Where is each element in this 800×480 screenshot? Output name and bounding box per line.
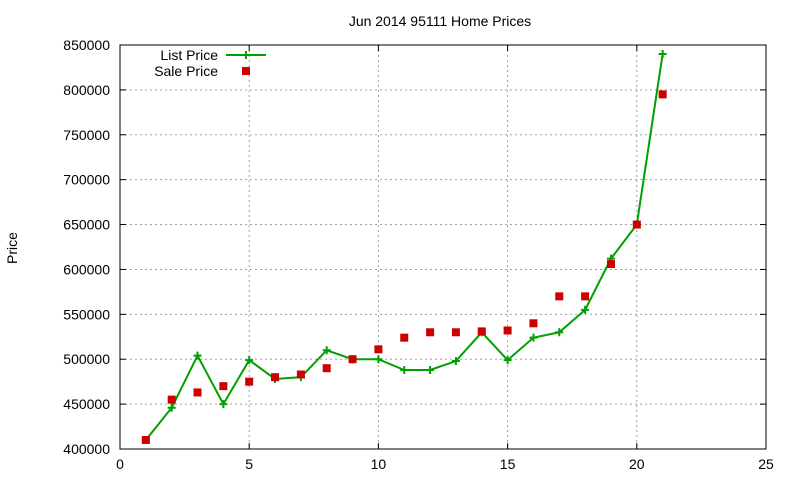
list-price-point xyxy=(529,333,538,342)
sale-price-point xyxy=(141,436,150,445)
y-tick-label: 600000 xyxy=(63,261,110,277)
sale-price-point xyxy=(348,355,357,364)
sale-price-point xyxy=(451,328,460,337)
sale-price-point xyxy=(503,326,512,335)
y-tick-label: 650000 xyxy=(63,217,110,233)
y-axis-label: Price xyxy=(4,232,20,264)
legend-cross-marker xyxy=(242,51,250,59)
legend-square-marker xyxy=(242,67,250,75)
x-tick-label: 25 xyxy=(758,456,774,472)
sale-price-point xyxy=(245,377,254,386)
sale-price-point xyxy=(167,395,176,404)
list-price-point xyxy=(555,328,564,337)
x-axis: 0 5 10 15 20 25 xyxy=(116,45,774,472)
list-price-point xyxy=(219,400,228,409)
sale-price-point xyxy=(477,327,486,336)
sale-price-point xyxy=(658,90,667,99)
y-tick-label: 700000 xyxy=(63,172,110,188)
list-price-point xyxy=(167,403,176,412)
y-tick-label: 850000 xyxy=(63,37,110,53)
list-price-point xyxy=(426,365,435,374)
sale-price-point xyxy=(632,220,641,229)
sale-price-point xyxy=(555,292,564,301)
y-tick-label: 450000 xyxy=(63,396,110,412)
list-price-point xyxy=(374,355,383,364)
sale-price-point xyxy=(426,328,435,337)
chart-title: Jun 2014 95111 Home Prices xyxy=(349,13,531,29)
list-price-point xyxy=(245,356,254,365)
list-price-point xyxy=(193,351,202,360)
sale-price-point xyxy=(374,345,383,354)
y-tick-label: 500000 xyxy=(63,351,110,367)
x-tick-label: 0 xyxy=(116,456,124,472)
x-tick-label: 10 xyxy=(371,456,387,472)
y-tick-label: 800000 xyxy=(63,82,110,98)
sale-price-point xyxy=(400,333,409,342)
legend-label: List Price xyxy=(160,47,218,63)
x-tick-label: 15 xyxy=(500,456,516,472)
list-price-point xyxy=(322,346,331,355)
list-price-point xyxy=(503,356,512,365)
sale-price-point xyxy=(271,373,280,382)
x-tick-label: 5 xyxy=(245,456,253,472)
y-tick-label: 750000 xyxy=(63,127,110,143)
legend-label: Sale Price xyxy=(154,63,218,79)
series-sale-price xyxy=(141,90,667,445)
sale-price-point xyxy=(581,292,590,301)
sale-price-point xyxy=(322,364,331,373)
list-price-line xyxy=(145,53,664,441)
sale-price-point xyxy=(606,260,615,269)
y-axis: 400000 450000 500000 550000 600000 650000 7000… xyxy=(63,37,766,457)
series-layer xyxy=(141,49,667,445)
sale-price-point xyxy=(296,370,305,379)
y-tick-label: 400000 xyxy=(63,441,110,457)
sale-price-point xyxy=(529,319,538,328)
plot-frame xyxy=(119,44,767,450)
x-tick-label: 20 xyxy=(629,456,645,472)
list-price-point xyxy=(658,49,667,58)
list-price-point xyxy=(451,357,460,366)
sale-price-point xyxy=(193,388,202,397)
list-price-point xyxy=(581,305,590,314)
list-price-point xyxy=(400,365,409,374)
sale-price-point xyxy=(219,382,228,391)
grid xyxy=(120,45,766,449)
y-tick-label: 550000 xyxy=(63,306,110,322)
